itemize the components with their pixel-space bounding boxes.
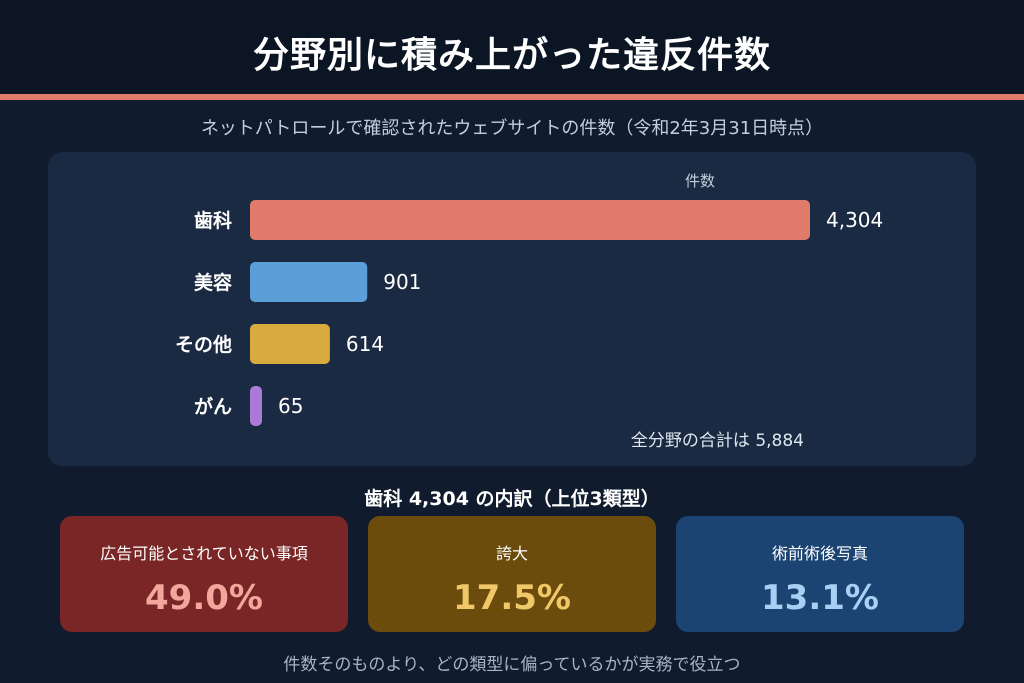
card-value: 17.5% — [453, 578, 571, 618]
category-label: 歯科 — [194, 209, 232, 232]
card-value: 13.1% — [761, 578, 879, 618]
category-label: その他 — [175, 333, 232, 356]
total-label: 全分野の合計は 5,884 — [631, 431, 804, 451]
breakdown-title: 歯科 4,304 の内訳（上位3類型） — [364, 488, 660, 510]
value-label: 4,304 — [826, 208, 883, 232]
category-label: がん — [194, 395, 232, 418]
bars-group: 歯科 4,304 美容 901 その他 614 がん 65 — [175, 200, 883, 426]
header-band — [0, 0, 1024, 94]
breakdown-card-1: 広告可能とされていない事項 49.0% — [60, 516, 348, 632]
card-value: 49.0% — [145, 578, 263, 618]
bar-1 — [250, 200, 810, 240]
page-subtitle: ネットパトロールで確認されたウェブサイトの件数（令和2年3月31日時点） — [200, 118, 824, 139]
breakdown-card-2: 誇大 17.5% — [368, 516, 656, 632]
chart-panel: 件数 歯科 4,304 美容 901 その他 614 がん 65 全分野の合計は 5,884 — [48, 152, 976, 466]
value-label: 901 — [383, 270, 421, 294]
accent-divider — [0, 94, 1024, 100]
bar-2 — [250, 262, 368, 302]
bar-3 — [250, 324, 330, 364]
card-label: 術前術後写真 — [771, 544, 868, 563]
bar-4 — [250, 386, 262, 426]
card-label: 誇大 — [495, 544, 528, 563]
value-label: 65 — [278, 394, 303, 418]
breakdown-card-3: 術前術後写真 13.1% — [676, 516, 964, 632]
bar-chart: 件数 歯科 4,304 美容 901 その他 614 がん 65 全分野の合計は 5,884 — [175, 172, 883, 451]
footer-note: 件数そのものより、どの類型に偏っているかが実務で役立つ — [283, 655, 741, 675]
x-axis-label: 件数 — [685, 172, 715, 190]
card-label: 広告可能とされていない事項 — [100, 544, 308, 563]
value-label: 614 — [346, 332, 384, 356]
category-label: 美容 — [194, 271, 232, 294]
page-title: 分野別に積み上がった違反件数 — [252, 35, 771, 76]
